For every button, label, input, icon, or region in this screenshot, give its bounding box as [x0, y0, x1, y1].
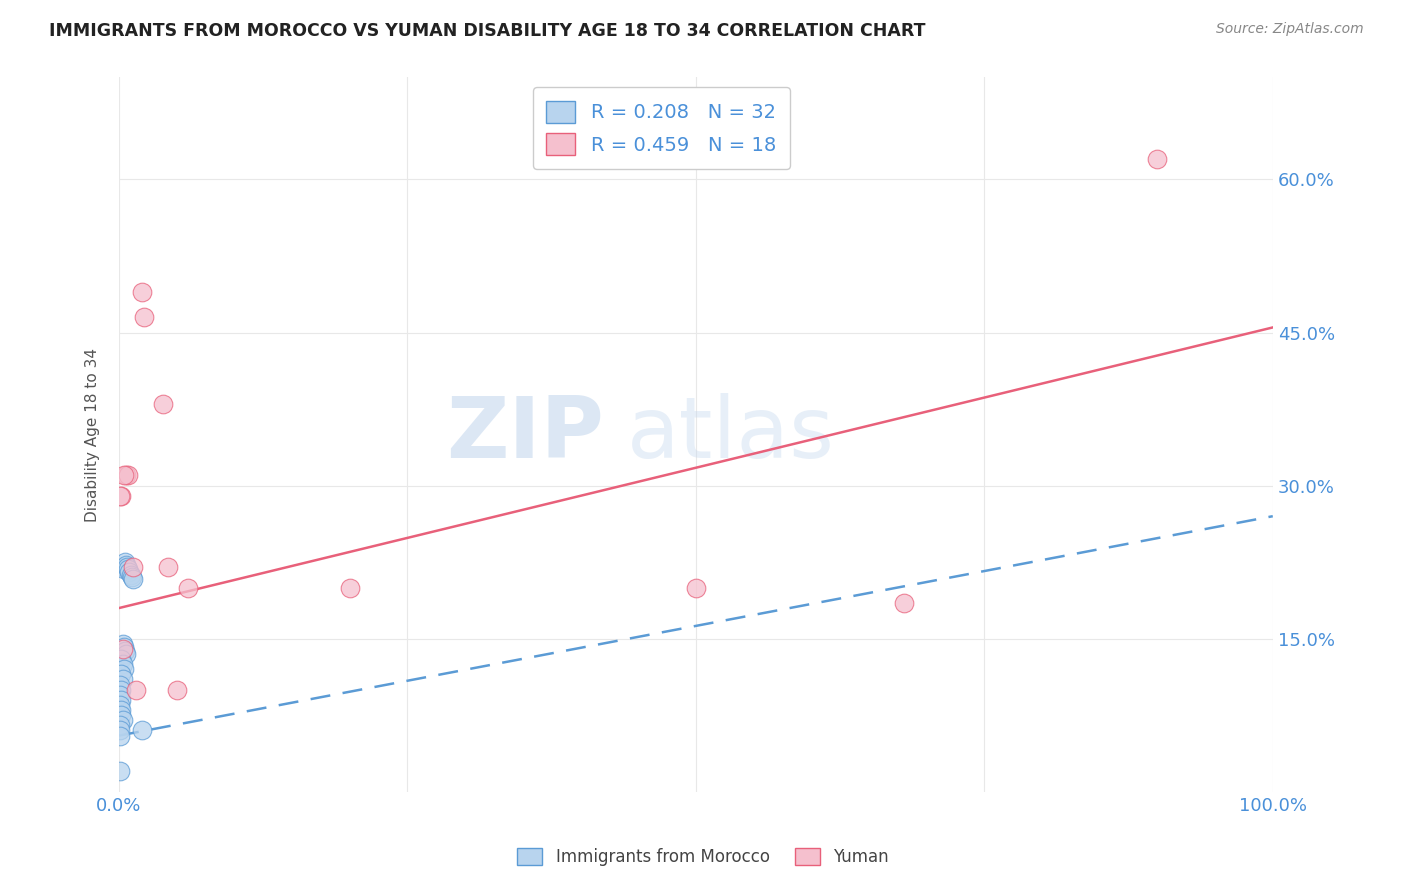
Point [112, 640, 135, 654]
Point [114, 555, 136, 569]
Text: ZIP: ZIP [446, 393, 603, 476]
Point [108, 698, 131, 712]
Point [134, 310, 156, 325]
Point [121, 570, 143, 584]
Point [1146, 152, 1168, 166]
Point [122, 560, 145, 574]
Point [110, 682, 132, 697]
Point [108, 718, 131, 732]
Point [117, 468, 139, 483]
Point [111, 637, 134, 651]
Point [111, 560, 134, 574]
Point [108, 764, 131, 779]
Point [110, 667, 132, 681]
Point [110, 703, 132, 717]
Point [120, 568, 142, 582]
Point [108, 688, 131, 702]
Point [177, 581, 200, 595]
Text: Source: ZipAtlas.com: Source: ZipAtlas.com [1216, 22, 1364, 37]
Legend: Immigrants from Morocco, Yuman: Immigrants from Morocco, Yuman [510, 841, 896, 873]
Point [131, 723, 153, 738]
Point [156, 560, 179, 574]
Point [115, 647, 138, 661]
Point [685, 581, 707, 595]
Point [111, 657, 134, 672]
Point [118, 566, 141, 580]
Point [112, 662, 135, 676]
Point [339, 581, 361, 595]
Point [114, 644, 136, 658]
Text: atlas: atlas [627, 393, 835, 476]
Point [111, 641, 134, 656]
Point [112, 468, 135, 483]
Text: IMMIGRANTS FROM MOROCCO VS YUMAN DISABILITY AGE 18 TO 34 CORRELATION CHART: IMMIGRANTS FROM MOROCCO VS YUMAN DISABIL… [49, 22, 925, 40]
Point [115, 558, 138, 573]
Point [108, 723, 131, 738]
Point [122, 573, 145, 587]
Point [152, 397, 174, 411]
Point [115, 468, 138, 483]
Point [110, 652, 132, 666]
Point [110, 489, 132, 503]
Y-axis label: Disability Age 18 to 34: Disability Age 18 to 34 [86, 348, 100, 522]
Point [108, 729, 131, 743]
Point [112, 562, 135, 576]
Point [115, 560, 138, 574]
Point [108, 489, 131, 503]
Point [108, 677, 131, 691]
Point [111, 713, 134, 727]
Point [117, 562, 139, 576]
Point [166, 682, 188, 697]
Legend: R = 0.208   N = 32, R = 0.459   N = 18: R = 0.208 N = 32, R = 0.459 N = 18 [533, 87, 790, 169]
Point [110, 693, 132, 707]
Point [110, 708, 132, 723]
Point [893, 596, 915, 610]
Point [131, 285, 153, 299]
Point [111, 673, 134, 687]
Point [125, 682, 148, 697]
